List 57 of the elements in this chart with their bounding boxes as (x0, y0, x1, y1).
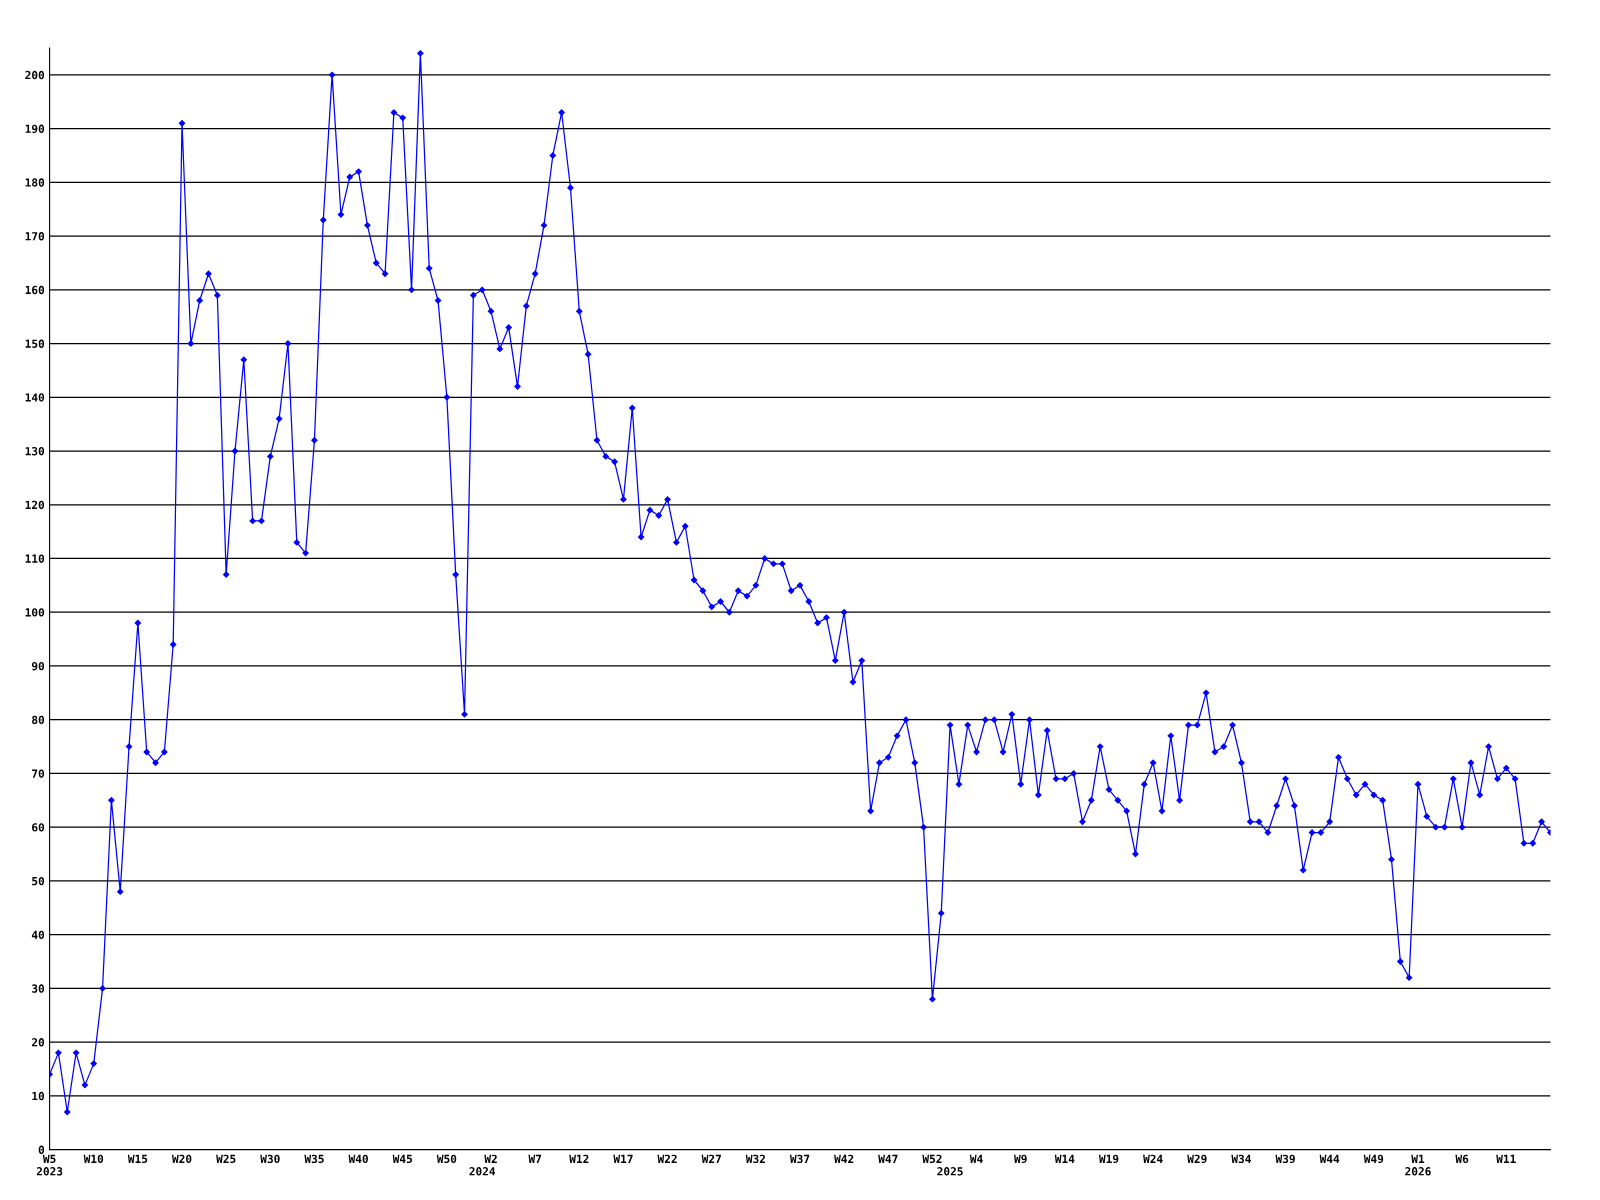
y-tick-label: 50 (32, 876, 45, 886)
x-tick-label: W12 (569, 1154, 589, 1163)
x-tick-label: W45 (392, 1154, 413, 1164)
x-tick-label: 2024 (469, 1167, 496, 1176)
x-tick-label: W17 (613, 1154, 633, 1163)
x-tick-label: W15 (127, 1154, 148, 1164)
y-tick-label: 170 (25, 232, 45, 241)
x-tick-label: W42 (834, 1154, 854, 1163)
x-tick-label: W49 (1363, 1154, 1384, 1164)
y-tick-label: 60 (32, 823, 45, 832)
x-tick-label: W9 (1014, 1154, 1027, 1164)
y-tick-label: 40 (31, 930, 45, 940)
y-tick-label: 80 (32, 715, 45, 725)
y-tick-label: 130 (25, 447, 45, 456)
y-tick-label: 150 (25, 339, 45, 348)
x-tick-label: W52 (922, 1154, 942, 1164)
x-tick-label: W47 (878, 1154, 898, 1163)
y-tick-label: 20 (31, 1038, 45, 1047)
x-tick-label: W10 (83, 1154, 104, 1164)
x-tick-label: W7 (528, 1154, 542, 1163)
x-tick-label: 2025 (937, 1167, 963, 1176)
x-tick-label: W37 (789, 1154, 810, 1164)
x-tick-label: W40 (348, 1154, 368, 1164)
y-tick-label: 10 (32, 1091, 45, 1101)
x-tick-label: W5 2023 (36, 1154, 63, 1176)
x-tick-label: W27 (701, 1154, 721, 1163)
x-tick-label: W2 (484, 1154, 497, 1163)
x-tick-label: W22 (657, 1154, 677, 1163)
y-tick-label: 0 (38, 1145, 45, 1154)
y-tick-label: 200 (25, 70, 45, 80)
x-tick-label: W19 (1098, 1154, 1119, 1164)
x-tick-label: W35 (304, 1154, 324, 1164)
y-tick-label: 70 (32, 769, 45, 778)
x-tick-label: W4 (969, 1154, 983, 1163)
y-tick-label: 160 (25, 285, 45, 295)
y-tick-label: 140 (25, 393, 45, 402)
y-tick-label: 90 (31, 661, 45, 671)
x-tick-label: W14 (1054, 1154, 1075, 1163)
x-tick-label: W34 (1231, 1154, 1251, 1164)
x-tick-label: W39 (1275, 1154, 1295, 1164)
y-tick-label: 120 (25, 500, 45, 510)
x-tick-label: W24 (1143, 1154, 1163, 1163)
y-tick-label: 110 (25, 554, 45, 563)
x-tick-label: W32 (745, 1154, 765, 1164)
x-tick-label: W29 (1187, 1154, 1207, 1164)
x-tick-label: W44 (1319, 1154, 1340, 1163)
x-tick-label: W11 (1496, 1154, 1516, 1163)
x-tick-label: W20 (171, 1154, 192, 1164)
y-tick-label: 180 (25, 178, 45, 187)
x-tick-label: W30 (260, 1154, 280, 1164)
x-tick-label: W50 (436, 1154, 457, 1164)
x-tick-label: W6 (1455, 1154, 1469, 1164)
x-tick-label: W25 (216, 1154, 236, 1164)
y-tick-label: 190 (25, 124, 45, 134)
y-tick-label: 100 (25, 608, 45, 617)
x-tick-label: W1 2026 (1405, 1154, 1431, 1176)
y-tick-label: 30 (32, 984, 45, 993)
